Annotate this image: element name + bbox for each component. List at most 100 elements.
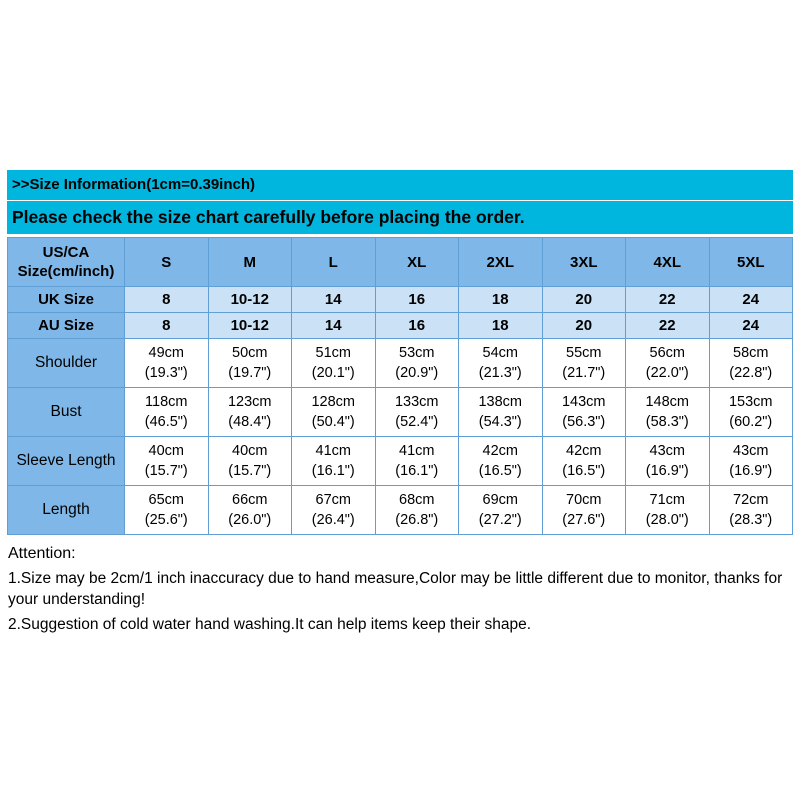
attention-section: Attention: 1.Size may be 2cm/1 inch inac… [7, 543, 793, 635]
measure-cm: 153cm [728, 394, 773, 410]
shoulder-cell: 58cm (22.8") [708, 338, 793, 388]
measure-cm: 56cm [649, 345, 685, 361]
length-cell: 68cm (26.8") [374, 485, 459, 535]
measure-cm: 148cm [645, 394, 690, 410]
measure-inch: (48.4") [228, 414, 272, 430]
bust-cell: 153cm (60.2") [708, 387, 793, 437]
sleeve-length-label: Sleeve Length [7, 436, 125, 486]
measure-cm: 68cm [399, 492, 435, 508]
size-col-header-5xl: 5XL [708, 237, 793, 287]
shoulder-cell: 55cm (21.7") [541, 338, 626, 388]
measure-inch: (16.5") [478, 463, 522, 479]
measure-cm: 40cm [232, 443, 268, 459]
au-size-row: AU Size 8 10-12 14 16 18 20 22 24 [7, 312, 793, 339]
measure-inch: (60.2") [729, 414, 773, 430]
shoulder-cell: 49cm (19.3") [124, 338, 209, 388]
uk-size-value: 10-12 [207, 286, 292, 313]
size-table: US/CA Size(cm/inch) S M L XL 2XL 3XL 4XL… [7, 237, 793, 535]
measure-cm: 123cm [227, 394, 272, 410]
length-cell: 65cm (25.6") [124, 485, 209, 535]
bust-cell: 138cm (54.3") [458, 387, 543, 437]
length-cell: 71cm (28.0") [625, 485, 710, 535]
bust-label: Bust [7, 387, 125, 437]
measure-inch: (21.7") [562, 365, 606, 381]
length-cell: 70cm (27.6") [541, 485, 626, 535]
length-cell: 66cm (26.0") [207, 485, 292, 535]
measure-inch: (28.3") [729, 512, 773, 528]
measure-cm: 66cm [232, 492, 268, 508]
bust-cell: 118cm (46.5") [124, 387, 209, 437]
measure-cm: 118cm [145, 394, 188, 410]
shoulder-cell: 56cm (22.0") [625, 338, 710, 388]
au-size-value: 10-12 [207, 312, 292, 339]
measure-inch: (27.6") [562, 512, 606, 528]
measure-cm: 133cm [394, 394, 439, 410]
measure-cm: 53cm [399, 345, 435, 361]
uk-size-row: UK Size 8 10-12 14 16 18 20 22 24 [7, 286, 793, 313]
size-info-title: >>Size Information(1cm=0.39inch) [12, 176, 255, 193]
measure-inch: (19.3") [144, 365, 188, 381]
size-col-header-l: L [291, 237, 376, 287]
measure-cm: 41cm [399, 443, 435, 459]
measure-cm: 42cm [566, 443, 602, 459]
measure-inch: (16.5") [562, 463, 606, 479]
measure-cm: 54cm [482, 345, 518, 361]
bust-cell: 148cm (58.3") [625, 387, 710, 437]
shoulder-label: Shoulder [7, 338, 125, 388]
measure-inch: (46.5") [144, 414, 188, 430]
sleeve-cell: 42cm (16.5") [458, 436, 543, 486]
measure-inch: (22.0") [645, 365, 689, 381]
measure-inch: (52.4") [395, 414, 439, 430]
measure-cm: 67cm [315, 492, 351, 508]
shoulder-cell: 50cm (19.7") [207, 338, 292, 388]
uk-size-label: UK Size [7, 286, 125, 313]
measure-cm: 43cm [733, 443, 769, 459]
measure-inch: (16.9") [729, 463, 773, 479]
size-col-header-m: M [207, 237, 292, 287]
sleeve-cell: 40cm (15.7") [207, 436, 292, 486]
attention-note-2: 2.Suggestion of cold water hand washing.… [8, 616, 532, 633]
shoulder-cell: 51cm (20.1") [291, 338, 376, 388]
measure-cm: 42cm [482, 443, 518, 459]
size-chart-content: >>Size Information(1cm=0.39inch) Please … [7, 170, 793, 639]
measure-cm: 138cm [478, 394, 523, 410]
sleeve-cell: 43cm (16.9") [708, 436, 793, 486]
au-size-label: AU Size [7, 312, 125, 339]
measure-inch: (58.3") [645, 414, 689, 430]
measure-cm: 71cm [649, 492, 685, 508]
measure-inch: (27.2") [478, 512, 522, 528]
measure-inch: (26.0") [228, 512, 272, 528]
uk-size-value: 14 [291, 286, 376, 313]
au-size-value: 24 [708, 312, 793, 339]
measure-cm: 128cm [311, 394, 356, 410]
measure-inch: (20.1") [311, 365, 355, 381]
au-size-value: 16 [374, 312, 459, 339]
measure-inch: (21.3") [478, 365, 522, 381]
bust-cell: 123cm (48.4") [207, 387, 292, 437]
corner-line-1: US/CA [42, 244, 90, 261]
measure-inch: (16.1") [311, 463, 355, 479]
size-info-banner: >>Size Information(1cm=0.39inch) [7, 170, 793, 200]
shoulder-cell: 53cm (20.9") [374, 338, 459, 388]
measure-inch: (26.4") [311, 512, 355, 528]
measure-cm: 65cm [148, 492, 184, 508]
measure-inch: (16.9") [645, 463, 689, 479]
length-cell: 67cm (26.4") [291, 485, 376, 535]
bust-cell: 128cm (50.4") [291, 387, 376, 437]
uk-size-value: 8 [124, 286, 209, 313]
measure-inch: (22.8") [729, 365, 773, 381]
size-col-header-xl: XL [374, 237, 459, 287]
order-notice-banner: Please check the size chart carefully be… [7, 201, 793, 234]
sleeve-cell: 43cm (16.9") [625, 436, 710, 486]
measure-cm: 49cm [148, 345, 184, 361]
au-size-value: 22 [625, 312, 710, 339]
au-size-value: 20 [541, 312, 626, 339]
attention-title: Attention: [8, 545, 76, 562]
size-col-header-3xl: 3XL [541, 237, 626, 287]
sleeve-cell: 40cm (15.7") [124, 436, 209, 486]
measure-cm: 58cm [733, 345, 769, 361]
bust-row: Bust 118cm (46.5") 123cm (48.4") 128cm (… [7, 387, 793, 437]
measure-inch: (19.7") [228, 365, 272, 381]
sleeve-cell: 42cm (16.5") [541, 436, 626, 486]
measure-cm: 41cm [315, 443, 351, 459]
